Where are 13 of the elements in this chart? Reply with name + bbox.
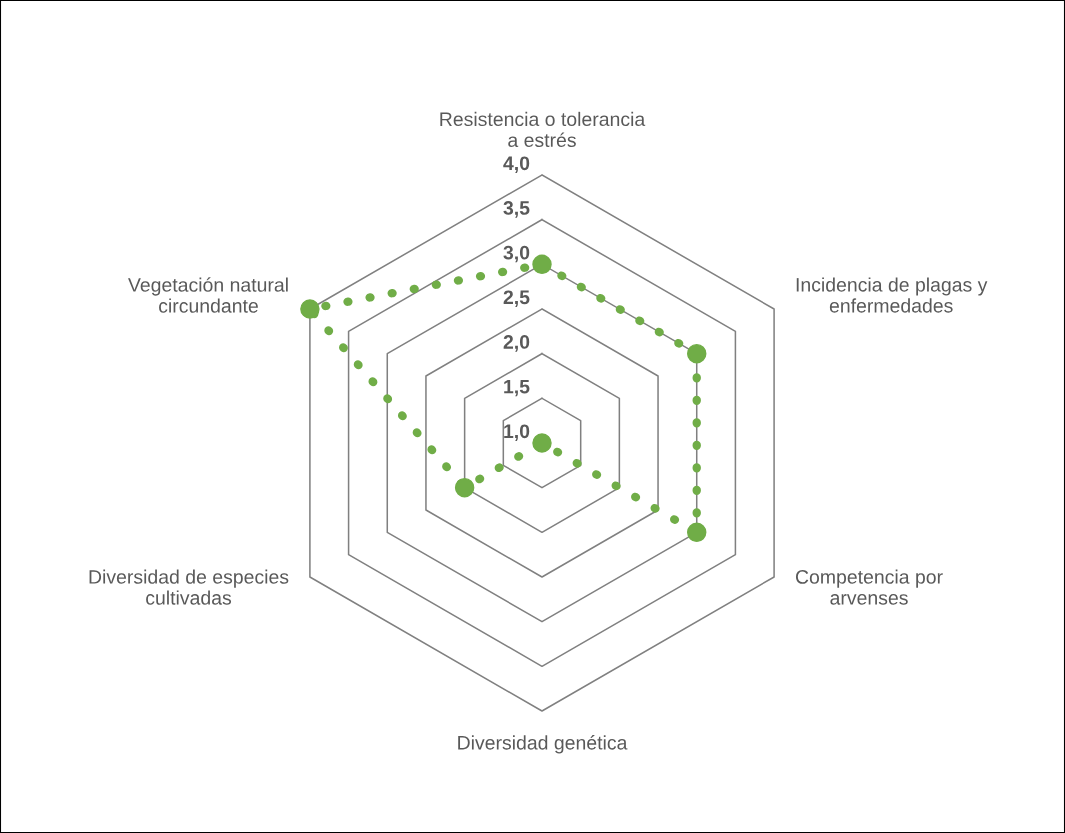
spoke-label: Diversidad de especies cultivadas: [89, 569, 289, 605]
spoke-label: Incidencia de plagas y enfermedades: [796, 277, 988, 313]
y-tick-label: 4,0: [503, 156, 530, 173]
spoke-label: Resistencia o tolerancia a estrés: [440, 111, 646, 148]
y-tick-label: 2,0: [503, 335, 530, 352]
spoke-label: Diversidad genética: [458, 735, 628, 754]
spoke-label: Competencia por arvenses: [795, 569, 943, 605]
spoke-label: Vegetación natural circundante: [128, 277, 288, 313]
y-tick-label: 3,5: [503, 201, 530, 218]
y-tick-label: 1,5: [504, 379, 530, 397]
y-tick-label: 3,0: [503, 245, 530, 263]
y-tick-label: 2,5: [503, 290, 530, 307]
y-tick-label: 1,0: [504, 424, 530, 441]
